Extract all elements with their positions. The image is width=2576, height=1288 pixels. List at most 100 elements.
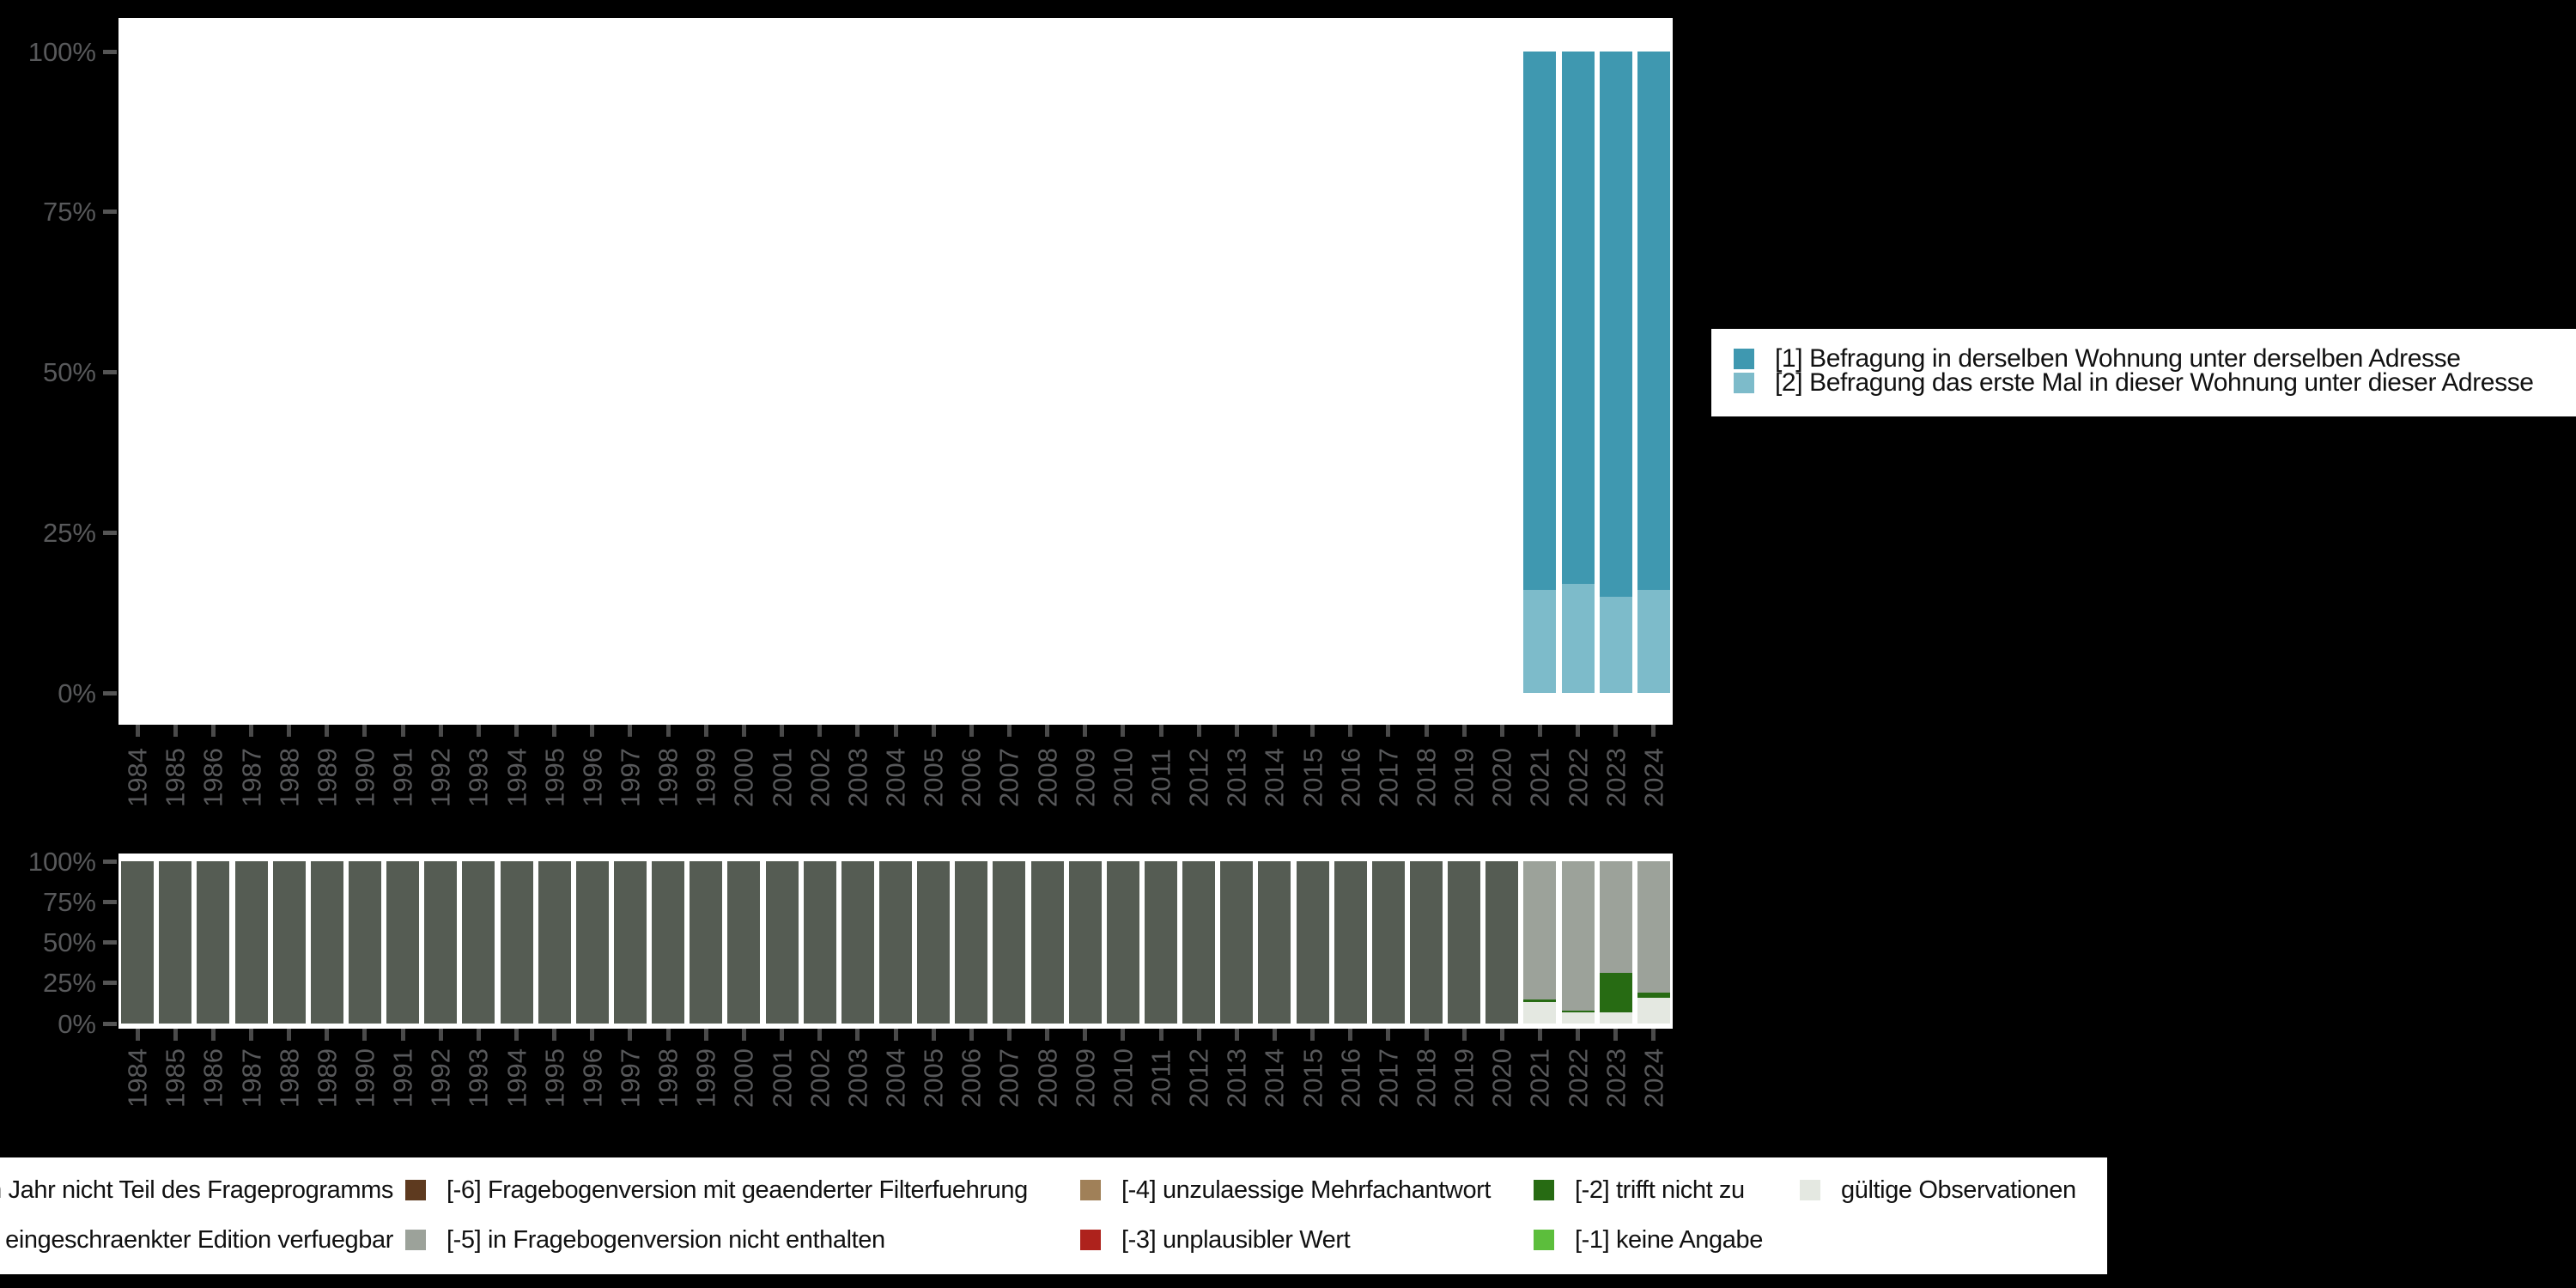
missings-chart-y-tick-label: 0% (58, 1008, 96, 1039)
missings-chart-x-tick-mark (780, 1029, 785, 1041)
missings-chart-x-tick-label: 2016 (1335, 1048, 1366, 1108)
frequencies-chart-x-tick-mark (893, 725, 898, 737)
missings-chart-x-tick-label: 2015 (1297, 1048, 1328, 1108)
missings-chart-y-tick-mark (103, 859, 117, 864)
missings-chart-y-tick-label: 25% (42, 968, 96, 999)
frequencies-chart-x-tick-mark (741, 725, 746, 737)
missings-chart-x-tick-label: 1990 (349, 1048, 380, 1108)
missings-chart-bar-segment (159, 861, 192, 1024)
missings-chart-legend: [-8] Frage in diesem Jahr nicht Teil des… (0, 1157, 2107, 1274)
missings-chart-x-tick-label: 2007 (993, 1048, 1024, 1108)
legend-swatch-answer-2 (1734, 373, 1754, 393)
frequencies-chart-x-tick-mark (855, 725, 860, 737)
missings-chart-bar-segment (765, 861, 799, 1024)
missings-chart-x-tick-mark (703, 1029, 708, 1041)
missings-chart-x-tick-mark (400, 1029, 405, 1041)
frequencies-chart-bar-segment (1523, 590, 1557, 693)
missings-chart-x-tick-label: 2024 (1638, 1048, 1669, 1108)
missings-chart-x-tick-label: 2004 (880, 1048, 911, 1108)
frequencies-chart-x-tick-mark (476, 725, 481, 737)
missings-chart-x-tick-mark (628, 1029, 633, 1041)
frequencies-chart-x-tick-mark (552, 725, 557, 737)
missings-chart-x-tick-label: 2020 (1486, 1048, 1517, 1108)
frequencies-chart-x-tick-mark (1651, 725, 1656, 737)
missings-chart-x-tick-label: 1988 (274, 1048, 305, 1108)
frequencies-chart-x-tick-mark (1386, 725, 1391, 737)
missings-chart-x-tick-label: 2011 (1145, 1048, 1176, 1107)
legend-entry: [-4] unzulaessige Mehrfachantwort (1080, 1176, 1492, 1204)
missings-chart-x-tick-mark (1386, 1029, 1391, 1041)
missings-chart-bar-segment (197, 861, 230, 1024)
legend-swatch-minus3 (1080, 1230, 1101, 1250)
frequencies-chart-x-tick-label: 1995 (539, 747, 570, 807)
frequencies-chart-x-tick-mark (1158, 725, 1163, 737)
missings-chart-bar-segment (803, 861, 836, 1024)
legend-entry: [-6] Fragebogenversion mit geaenderter F… (405, 1178, 1028, 1203)
frequencies-chart-x-tick-mark (1499, 725, 1504, 737)
missings-chart-bar-segment (1599, 973, 1632, 1012)
frequencies-chart-bar-segment (1599, 596, 1632, 693)
missings-chart-x-tick-mark (1576, 1029, 1581, 1041)
legend-label: [-4] unzulaessige Mehrfachantwort (1121, 1176, 1492, 1204)
frequencies-chart-bar-segment (1637, 52, 1670, 591)
frequencies-chart-x-tick-label: 2005 (918, 747, 949, 807)
missings-chart-x-tick-label: 1991 (387, 1048, 418, 1108)
frequencies-chart-x-tick-label: 2011 (1145, 748, 1176, 806)
missings-chart-bar-segment (500, 861, 533, 1024)
legend-label: [-8] Frage in diesem Jahr nicht Teil des… (0, 1176, 393, 1204)
legend-entry: [-1] keine Angabe (1534, 1228, 1763, 1253)
missings-chart-x-tick-mark (476, 1029, 481, 1041)
frequencies-chart-x-tick-label: 2007 (993, 747, 1024, 807)
missings-chart-bar-segment (121, 861, 155, 1024)
frequencies-chart-y-tick-mark (103, 370, 117, 374)
missings-chart-x-tick-label: 1986 (197, 1048, 228, 1108)
frequencies-chart-x-tick-label: 2000 (728, 747, 759, 807)
missings-chart-bar-segment (1182, 861, 1216, 1024)
legend-entry: [1] Befragung in derselben Wohnung unter… (1734, 346, 2461, 372)
missings-chart-x-tick-mark (173, 1029, 178, 1041)
missings-chart-x-tick-label: 1987 (236, 1048, 266, 1108)
missings-chart-y-tick-mark (103, 1021, 117, 1026)
missings-chart-x-tick-label: 1985 (160, 1048, 191, 1108)
missings-chart-bar-segment (1371, 861, 1405, 1024)
missings-chart-x-tick-mark (817, 1029, 823, 1041)
missings-chart-x-tick-label: 2009 (1070, 1048, 1101, 1108)
missings-chart-x-tick-label: 2000 (728, 1048, 759, 1108)
frequencies-chart-x-tick-label: 1994 (501, 747, 532, 807)
frequencies-chart-x-tick-label: 1999 (690, 747, 721, 807)
missings-chart-bar-segment (1106, 861, 1139, 1024)
missings-chart-x-tick-mark (1348, 1029, 1353, 1041)
missings-chart-bar-segment (1485, 861, 1519, 1024)
missings-chart-bar-segment (1296, 861, 1329, 1024)
frequencies-chart-x-tick-label: 2008 (1032, 747, 1063, 807)
frequencies-chart-y-tick-label: 100% (27, 36, 96, 67)
missings-chart-x-tick-label: 1998 (653, 1048, 683, 1108)
missings-chart-bar-segment (575, 861, 609, 1024)
missings-chart-x-tick-mark (1310, 1029, 1315, 1041)
missings-chart-x-tick-label: 1993 (463, 1048, 494, 1108)
frequencies-chart-x-tick-mark (1083, 725, 1088, 737)
legend-swatch-valid (1800, 1180, 1820, 1200)
frequencies-chart-x-tick-label: 2015 (1297, 747, 1328, 807)
frequencies-chart-x-tick-label: 2016 (1335, 747, 1366, 807)
missings-chart-bar-segment (462, 861, 495, 1024)
missings-chart-x-tick-mark (514, 1029, 519, 1041)
missings-chart-x-tick-label: 2001 (767, 1048, 798, 1108)
frequencies-chart-x-tick-label: 2006 (956, 747, 987, 807)
frequencies-chart-x-tick-label: 1988 (274, 747, 305, 807)
frequencies-chart-x-tick-label: 1987 (236, 747, 266, 807)
missings-chart-bar-segment (310, 861, 343, 1024)
frequencies-chart-y-tick-mark (103, 690, 117, 696)
missings-chart-bar-segment (538, 861, 571, 1024)
frequencies-chart-x-tick-mark (817, 725, 823, 737)
missings-chart-x-tick-mark (1121, 1029, 1126, 1041)
legend-entry: [-5] in Fragebogenversion nicht enthalte… (405, 1228, 885, 1253)
missings-chart-x-tick-mark (135, 1029, 140, 1041)
missings-chart-x-tick-mark (1083, 1029, 1088, 1041)
missings-chart-x-tick-label: 2006 (956, 1048, 987, 1108)
frequencies-chart-x-tick-label: 1985 (160, 747, 191, 807)
missings-chart-y-tick-label: 50% (42, 927, 96, 957)
missings-chart-bar-segment (652, 861, 685, 1024)
legend-label: [-2] trifft nicht zu (1575, 1176, 1745, 1204)
missings-chart-x-tick-mark (1499, 1029, 1504, 1041)
